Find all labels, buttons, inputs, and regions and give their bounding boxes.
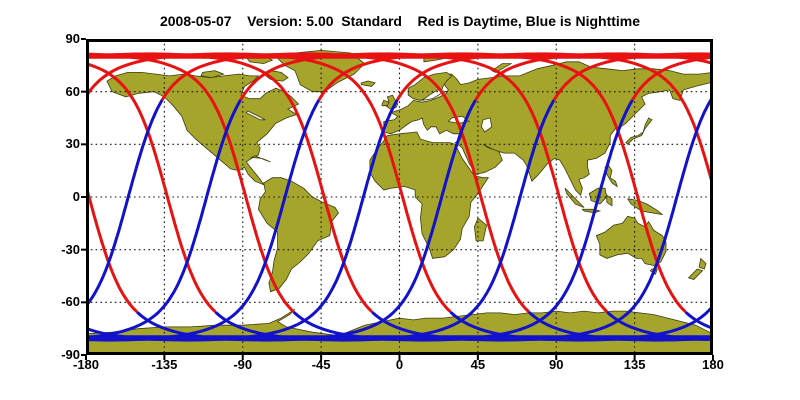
y-tick-label: -60: [61, 294, 80, 310]
x-tick-label: -45: [311, 357, 331, 372]
x-tick-label: 135: [623, 357, 646, 372]
y-tick-label: -30: [61, 241, 80, 257]
x-tick-label: -135: [151, 357, 178, 372]
ground-track-chart: [81, 38, 714, 360]
polar-track-bands: [86, 53, 713, 341]
world-map-land: [86, 49, 713, 355]
x-tick-label: -90: [233, 357, 253, 372]
chart-title: 2008-05-07 Version: 5.00 Standard Red is…: [159, 13, 641, 29]
x-tick-label: 0: [395, 357, 404, 372]
y-tick-label: 90: [65, 31, 80, 46]
x-tick-label: 180: [702, 357, 724, 372]
y-tick-label: 60: [65, 83, 80, 99]
plot-area: [81, 38, 714, 360]
x-tick-label: -180: [72, 357, 100, 372]
tick-marks: [81, 38, 714, 360]
y-tick-label: -90: [61, 347, 80, 362]
x-tick-label: 90: [549, 357, 564, 372]
plot-frame: [86, 39, 713, 355]
y-tick-label: 0: [72, 189, 80, 204]
y-tick-label: 30: [65, 136, 80, 152]
graticule: [86, 39, 713, 355]
x-tick-label: 45: [470, 357, 486, 372]
